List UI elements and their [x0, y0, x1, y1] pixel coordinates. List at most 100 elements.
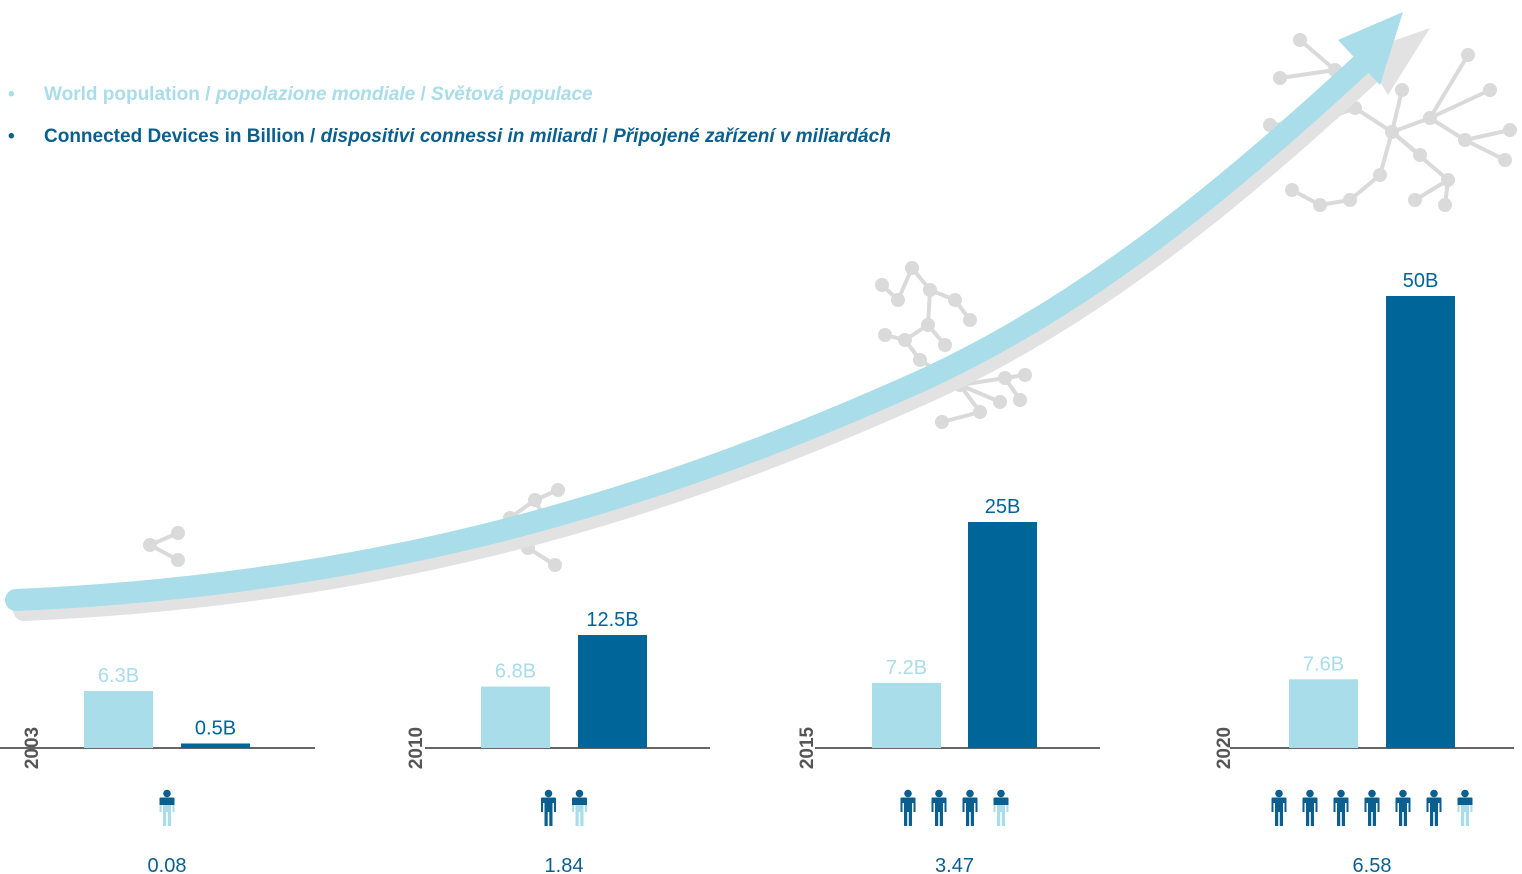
legend-separator: / — [304, 126, 321, 147]
person-icon — [1457, 789, 1473, 826]
legend-label-en: Connected Devices in Billion — [44, 126, 305, 147]
network-node — [935, 415, 949, 429]
devices-bar-label: 0.5B — [195, 717, 236, 739]
year-label: 2010 — [406, 727, 427, 769]
population-bar-label: 7.6B — [1303, 653, 1344, 675]
legend-label-it: popolazione mondiale — [215, 84, 416, 105]
network-link — [1429, 88, 1491, 120]
network-node — [1385, 125, 1399, 139]
network-node — [875, 278, 889, 292]
network-node — [1423, 111, 1437, 125]
legend-separator: / — [597, 126, 614, 147]
network-node — [1373, 168, 1387, 182]
devices-bar-label: 50B — [1403, 270, 1439, 292]
network-link — [1390, 89, 1404, 133]
legend-label-cz: Připojené zařízení v miliardách — [613, 126, 891, 147]
network-node — [1343, 193, 1357, 207]
network-node — [898, 333, 912, 347]
network-cluster-icon — [875, 261, 1032, 429]
person-icon — [1302, 789, 1318, 826]
network-node — [1498, 153, 1512, 167]
person-icon — [541, 789, 556, 826]
legend-item-population: • World population / popolazione mondiale… — [8, 84, 593, 106]
network-node — [878, 328, 892, 342]
network-node — [528, 493, 542, 507]
network-node — [891, 293, 905, 307]
network-node — [993, 395, 1007, 409]
person-icon — [1395, 789, 1411, 826]
legend-separator: / — [415, 84, 432, 105]
network-node — [1013, 393, 1027, 407]
devices-per-person-label: 0.08 — [148, 855, 187, 874]
network-node — [551, 483, 565, 497]
legend-label-it: dispositivi connessi in miliardi — [320, 126, 598, 147]
legend-item-devices: • Connected Devices in Billion / disposit… — [8, 126, 891, 148]
network-node — [1313, 198, 1327, 212]
network-link — [1353, 106, 1394, 134]
bar-group-2003: 2003 6.3B 0.5B 0.08 — [0, 665, 315, 874]
population-bar-label: 6.3B — [98, 665, 139, 687]
network-node — [1413, 148, 1427, 162]
network-node — [1441, 173, 1455, 187]
network-node — [171, 526, 185, 540]
network-node — [1458, 133, 1472, 147]
network-link — [959, 383, 1001, 404]
bar-group-2015: 2015 7.2B 25B 3.47 — [797, 496, 1100, 874]
network-node — [171, 553, 185, 567]
devices-bar — [578, 635, 647, 748]
devices-per-person-label: 3.47 — [935, 855, 974, 874]
network-node — [143, 538, 157, 552]
person-icon — [1426, 789, 1442, 826]
devices-per-person-label: 6.58 — [1353, 855, 1392, 874]
network-link — [1464, 138, 1506, 162]
network-node — [923, 283, 937, 297]
legend-bullet: • — [8, 126, 15, 147]
network-cluster-icon — [143, 526, 185, 567]
network-node — [948, 293, 962, 307]
network-node — [1438, 198, 1452, 212]
network-node — [1408, 193, 1422, 207]
network-link — [1464, 128, 1511, 142]
network-link — [1279, 68, 1336, 80]
population-bar — [481, 686, 550, 748]
network-node — [998, 371, 1012, 385]
network-node — [921, 318, 935, 332]
devices-bar-label: 25B — [985, 496, 1021, 518]
network-node — [1293, 33, 1307, 47]
person-icon — [931, 789, 947, 826]
devices-bar-label: 12.5B — [586, 609, 638, 631]
person-icon — [1271, 789, 1287, 826]
person-icon — [572, 789, 587, 826]
person-icon — [962, 789, 978, 826]
person-icon — [900, 789, 916, 826]
network-node — [1503, 123, 1517, 137]
population-bar — [84, 691, 153, 748]
network-cluster-icon — [1263, 33, 1517, 212]
network-node — [1395, 83, 1409, 97]
legend-label-en: World population — [44, 84, 200, 105]
bar-group-2020: 2020 7.6B 50B 6.58 — [1214, 270, 1514, 874]
bar-group-2010: 2010 6.8B 12.5B 1.84 — [406, 609, 710, 874]
network-link — [1378, 131, 1394, 176]
year-label: 2003 — [22, 727, 43, 769]
legend-label-cz: Světová populace — [431, 84, 593, 105]
network-cluster-icon — [143, 33, 1517, 572]
population-bar-label: 7.2B — [886, 657, 927, 679]
network-node — [1273, 71, 1287, 85]
year-label: 2020 — [1214, 727, 1235, 769]
network-node — [1285, 183, 1299, 197]
network-node — [938, 338, 952, 352]
person-icon — [1364, 789, 1380, 826]
network-link — [1428, 53, 1470, 120]
year-label: 2015 — [797, 726, 818, 769]
legend-bullet: • — [8, 84, 15, 105]
network-node — [1018, 368, 1032, 382]
network-node — [963, 313, 977, 327]
population-bar — [1289, 679, 1358, 748]
person-icon — [1333, 789, 1349, 826]
network-node — [913, 353, 927, 367]
devices-bar — [181, 743, 250, 748]
network-node — [1461, 48, 1475, 62]
network-node — [1483, 83, 1497, 97]
